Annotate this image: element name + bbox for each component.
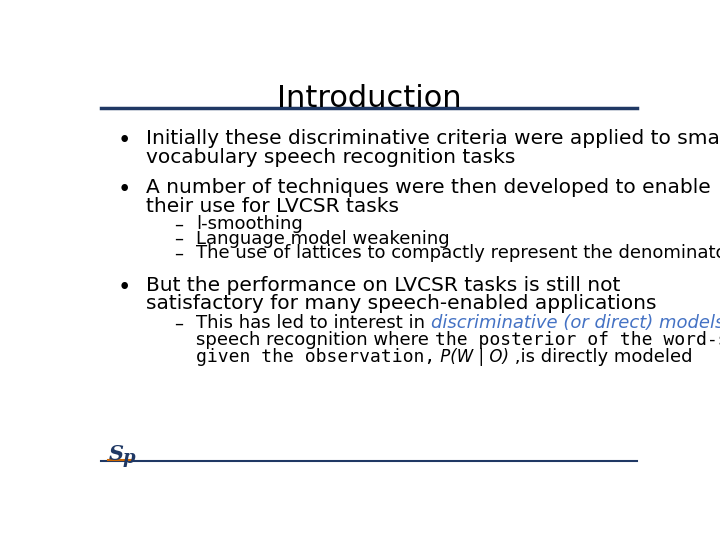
Text: l-smoothing: l-smoothing	[196, 215, 303, 233]
Text: p: p	[122, 449, 135, 467]
Text: P(W | O): P(W | O)	[436, 348, 509, 366]
Text: satisfactory for many speech-enabled applications: satisfactory for many speech-enabled app…	[145, 294, 657, 313]
Text: •: •	[118, 178, 131, 201]
Text: vocabulary speech recognition tasks: vocabulary speech recognition tasks	[145, 148, 516, 167]
Text: –: –	[174, 230, 183, 248]
Text: A number of techniques were then developed to enable: A number of techniques were then develop…	[145, 178, 711, 197]
Text: Language model weakening: Language model weakening	[196, 230, 450, 248]
Text: •: •	[118, 129, 131, 152]
Text: This has led to interest in: This has led to interest in	[196, 314, 431, 332]
Text: •: •	[118, 275, 131, 299]
Text: their use for LVCSR tasks: their use for LVCSR tasks	[145, 197, 399, 215]
Text: S: S	[109, 444, 124, 464]
Text: But the performance on LVCSR tasks is still not: But the performance on LVCSR tasks is st…	[145, 275, 620, 295]
Text: ,is directly modeled: ,is directly modeled	[509, 348, 693, 366]
Text: Initially these discriminative criteria were applied to small: Initially these discriminative criteria …	[145, 129, 720, 149]
Text: discriminative (or direct) models: discriminative (or direct) models	[431, 314, 720, 332]
Text: –: –	[174, 314, 183, 332]
Text: –: –	[174, 215, 183, 233]
Text: Introduction: Introduction	[276, 84, 462, 112]
Text: speech recognition where: speech recognition where	[196, 331, 435, 349]
Text: given the observation,: given the observation,	[196, 348, 436, 366]
Text: the posterior of the word-sequence: the posterior of the word-sequence	[435, 331, 720, 349]
Text: The use of lattices to compactly represent the denominator score: The use of lattices to compactly represe…	[196, 245, 720, 262]
Text: –: –	[174, 245, 183, 262]
